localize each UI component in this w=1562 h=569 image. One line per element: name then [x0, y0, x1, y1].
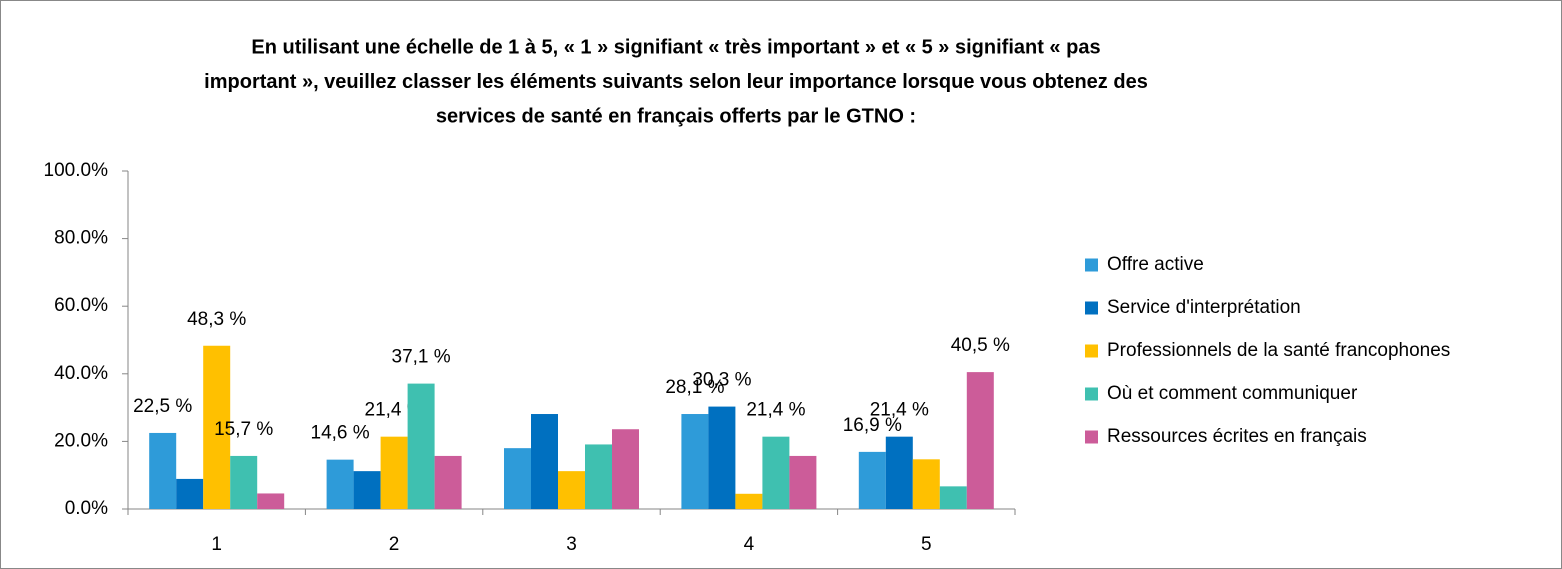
legend-swatch	[1085, 430, 1098, 444]
data-label: 40,5 %	[951, 335, 1010, 356]
bar	[708, 406, 736, 509]
bar	[176, 478, 204, 509]
x-tick-label: 5	[921, 534, 932, 555]
bar	[407, 383, 435, 509]
chart-title: services de santé en français offerts pa…	[436, 105, 916, 127]
bar	[735, 493, 763, 509]
bar	[203, 345, 231, 509]
data-label: 48,3 %	[187, 309, 246, 330]
bar	[531, 414, 558, 509]
legend-label: Professionnels de la santé francophones	[1107, 340, 1450, 361]
legend-swatch	[1085, 301, 1098, 315]
bar	[434, 455, 462, 509]
bar	[681, 414, 709, 509]
bar	[230, 455, 258, 509]
bar	[257, 493, 285, 509]
data-label: 15,7 %	[214, 419, 273, 440]
bar	[558, 471, 585, 509]
bar	[912, 459, 940, 509]
bar	[380, 436, 408, 509]
legend-label: Où et comment communiquer	[1107, 383, 1358, 404]
bar	[762, 436, 790, 509]
legend-swatch	[1085, 387, 1098, 401]
bar	[966, 372, 994, 509]
legend-label: Ressources écrites en français	[1107, 426, 1367, 447]
legend-label: Offre active	[1107, 254, 1204, 275]
legend-swatch	[1085, 344, 1098, 358]
data-label: 21,4 %	[870, 400, 929, 421]
chart-title: En utilisant une échelle de 1 à 5, « 1 »…	[251, 36, 1100, 58]
bar	[353, 471, 381, 509]
data-label: 22,5 %	[133, 396, 192, 417]
bar	[858, 451, 886, 509]
data-label: 30,3 %	[692, 370, 751, 391]
bar	[939, 486, 967, 509]
bar	[504, 448, 531, 509]
y-tick-label: 0.0%	[65, 498, 108, 519]
bar	[326, 459, 354, 509]
data-label: 28,1 %	[665, 377, 724, 398]
bar	[885, 436, 913, 509]
data-label: 37,1 %	[392, 347, 451, 368]
bar	[149, 432, 177, 509]
x-tick-label: 4	[744, 534, 755, 555]
x-tick-label: 1	[211, 534, 222, 555]
bar	[612, 429, 639, 509]
y-tick-label: 100.0%	[44, 160, 109, 181]
data-label: 16,9 %	[843, 415, 902, 436]
bar	[585, 444, 612, 509]
y-tick-label: 40.0%	[54, 363, 108, 384]
y-tick-label: 80.0%	[54, 228, 108, 249]
x-tick-label: 3	[566, 534, 577, 555]
legend-swatch	[1085, 258, 1098, 272]
y-tick-label: 60.0%	[54, 295, 108, 316]
data-label: 14,6 %	[311, 423, 370, 444]
chart-title: important », veuillez classer les élémen…	[204, 71, 1148, 93]
data-label: 21,4 %	[746, 400, 805, 421]
x-tick-label: 2	[389, 534, 400, 555]
y-tick-label: 20.0%	[54, 430, 108, 451]
legend-label: Service d'interprétation	[1107, 297, 1301, 318]
bar	[789, 455, 817, 509]
